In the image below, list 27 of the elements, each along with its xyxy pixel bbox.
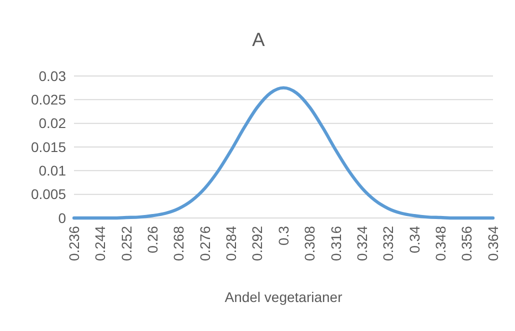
x-tick-label: 0.308 — [302, 226, 318, 262]
x-axis-title: Andel vegetarianer — [224, 289, 343, 305]
x-tick-label: 0.284 — [223, 226, 240, 262]
y-tick-label: 0.01 — [38, 162, 66, 179]
x-tick-label: 0.3 — [275, 226, 292, 246]
x-tick-label: 0.356 — [458, 226, 475, 262]
x-tick-label: 0.348 — [432, 226, 449, 262]
x-tick-label: 0.276 — [196, 226, 213, 262]
x-tick-label: 0.324 — [354, 226, 370, 262]
x-tick-label: 0.268 — [170, 226, 187, 262]
y-tick-label: 0.005 — [30, 186, 66, 202]
y-tick-label: 0.02 — [38, 115, 66, 132]
x-tick-label: 0.26 — [144, 226, 160, 254]
chart-title: A — [252, 30, 266, 51]
y-tick-label: 0.03 — [38, 68, 66, 84]
x-tick-label: 0.34 — [406, 226, 422, 254]
y-tick-label: 0 — [58, 210, 66, 226]
x-tick-label: 0.252 — [118, 226, 134, 262]
x-tick-label: 0.236 — [66, 226, 82, 262]
x-tick-label: 0.332 — [380, 226, 396, 262]
y-tick-label: 0.025 — [30, 92, 66, 108]
x-tick-label: 0.364 — [484, 226, 501, 262]
x-tick-label: 0.292 — [249, 226, 266, 262]
x-tick-label: 0.244 — [92, 226, 108, 262]
y-tick-label: 0.015 — [30, 138, 66, 155]
x-tick-label: 0.316 — [328, 226, 344, 262]
line-series — [72, 86, 495, 220]
